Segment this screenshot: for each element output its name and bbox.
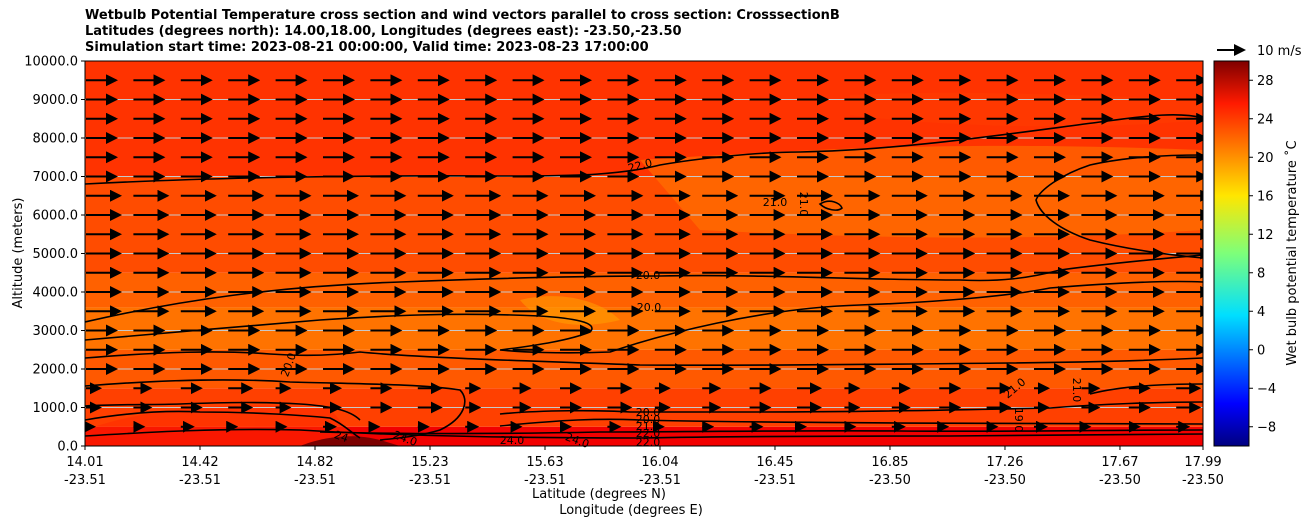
colorbar-label: Wet bulb potential temperature ˚C [1284,140,1300,365]
contour-label: 20.0 [637,301,662,314]
x-tick-label-latitude: 14.42 [181,455,218,470]
contour-label: 21.0 [1070,378,1083,403]
wind-vectors [85,74,1203,433]
y-tick-label: 3000.0 [33,324,79,339]
colorbar-tick-label: 24 [1257,112,1274,127]
colorbar-tick-label: 12 [1257,228,1274,243]
colorbar-tick-label: 0 [1257,343,1265,358]
y-tick-label: 1000.0 [33,401,79,416]
x-tick-label-latitude: 16.04 [641,455,678,470]
contour-line [85,379,466,441]
contour-label: 24.0 [500,434,525,447]
x-tick-label-latitude: 14.82 [296,455,333,470]
y-tick-label: 8000.0 [33,132,79,147]
contour-label: 19.0 [1012,408,1025,433]
x-tick-label-longitude: -23.50 [869,473,911,488]
contour-line [85,280,1203,354]
contour-label: 21.0 [636,420,661,433]
x-tick-label-longitude: -23.50 [1182,473,1224,488]
x-tick-label-latitude: 14.01 [66,455,103,470]
x-tick-label-longitude: -23.51 [179,473,221,488]
wind-key-label: 10 m/s [1257,44,1302,59]
x-tick-label-longitude: -23.51 [409,473,451,488]
colorbar-gradient [1213,60,1250,447]
x-tick-label-latitude: 17.99 [1184,455,1221,470]
x-tick-label-longitude: -23.51 [294,473,336,488]
x-tick-label-latitude: 15.23 [411,455,448,470]
x-tick-label-longitude: -23.51 [639,473,681,488]
x-axis-label-latitude: Latitude (degrees N) [532,487,666,502]
contour-line [85,428,641,439]
chart-title-line-1: Wetbulb Potential Temperature cross sect… [85,8,840,23]
contour-label: 21.0 [797,192,810,217]
contour-label: 22.0 [627,156,654,175]
x-tick-label-latitude: 15.63 [526,455,563,470]
x-tick-label-longitude: -23.51 [524,473,566,488]
x-tick-label-longitude: -23.50 [984,473,1026,488]
colorbar-tick-label: 28 [1257,74,1274,89]
contour-line [85,410,361,439]
y-tick-label: 5000.0 [33,247,79,262]
contour-label: 22.0 [636,427,661,440]
colorbar-tick-label: −4 [1257,382,1276,397]
colorbar-tick-label: 8 [1257,266,1265,281]
colorbar-tick-label: 20 [1257,151,1274,166]
y-tick-label: 2000.0 [33,363,79,378]
contour-label: 20.0 [636,413,661,426]
x-tick-label-longitude: -23.51 [754,473,796,488]
x-tick-label-latitude: 16.45 [756,455,793,470]
y-axis-label: Altitude (meters) [11,198,26,309]
colorbar-tick-label: 4 [1257,305,1265,320]
contour-label: 24 [332,428,350,445]
chart-title-line-3: Simulation start time: 2023-08-21 00:00:… [85,40,649,55]
y-tick-label: 0.0 [57,440,78,455]
x-tick-label-latitude: 16.85 [871,455,908,470]
colorbar-tick-label: −8 [1257,420,1276,435]
colorbar: −8 −4 0 4 8 12 16 20 24 28 Wet bulb potential tem… [1213,60,1300,447]
x-axis-ticks: 14.01 -23.51 14.42 -23.51 14.82 -23.51 15.23 -2… [64,446,1224,488]
colorbar-ticks: −8 −4 0 4 8 12 16 20 24 28 [1249,74,1276,435]
x-tick-label-longitude: -23.51 [64,473,106,488]
contour-label: 20.0 [636,406,661,419]
y-tick-label: 10000.0 [24,55,78,70]
y-tick-label: 7000.0 [33,170,79,185]
contour-line [639,433,1203,439]
colorbar-tick-label: 16 [1257,189,1274,204]
plot-area [85,61,1203,446]
y-axis-ticks: 0.0 1000.0 2000.0 3000.0 4000.0 5000.0 6000.0 7… [24,55,85,455]
x-tick-label-latitude: 17.26 [986,455,1023,470]
wind-key: 10 m/s [1217,44,1302,59]
x-axis-label-longitude: Longitude (degrees E) [559,503,703,518]
contour-line [1035,154,1203,259]
y-tick-label: 9000.0 [33,93,79,108]
contour-label: 21.0 [763,196,788,209]
contour-label: 22.0 [636,436,661,449]
x-tick-label-longitude: -23.50 [1099,473,1141,488]
contour-labels: 22.021.0 21.020.020.020.021.0 21.019.024 24… [278,156,1083,451]
x-tick-label-latitude: 17.67 [1101,455,1138,470]
y-tick-label: 6000.0 [33,209,79,224]
contour-label: 20.0 [636,269,661,282]
y-tick-label: 4000.0 [33,286,79,301]
chart-title-line-2: Latitudes (degrees north): 14.00,18.00, … [85,24,682,39]
